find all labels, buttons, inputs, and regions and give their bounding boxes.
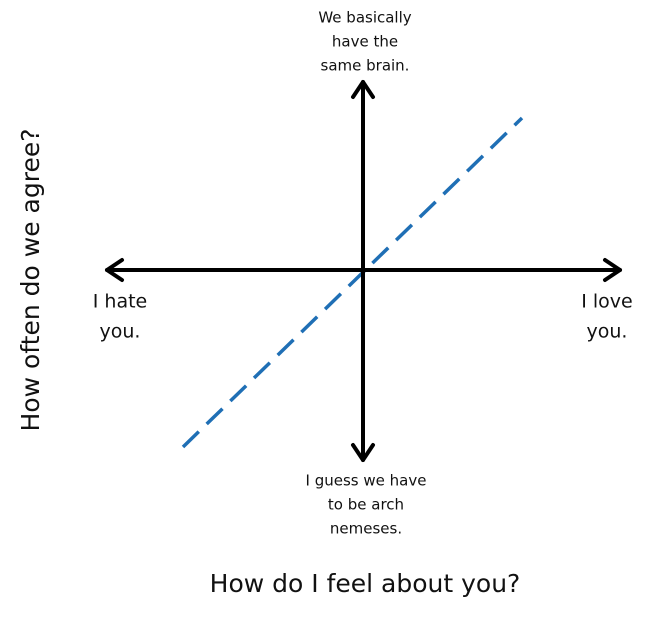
bottom-label: I guess we have to be arch nemeses. xyxy=(306,472,427,538)
label-line: I love xyxy=(581,291,632,313)
label-line: you. xyxy=(100,321,141,343)
right-label: I love you. xyxy=(581,291,632,343)
arrow-left xyxy=(105,258,124,282)
label-line: have the xyxy=(332,33,398,51)
dashed-line xyxy=(181,116,524,449)
top-label: We basically have the same brain. xyxy=(318,9,411,75)
label-line: same brain. xyxy=(321,57,410,75)
x-axis-title: How do I feel about you? xyxy=(210,569,521,598)
arrow-right xyxy=(603,258,622,282)
label-line: to be arch xyxy=(328,496,404,514)
arrow-up xyxy=(351,80,375,99)
label-line: you. xyxy=(587,321,628,343)
label-line: We basically xyxy=(318,9,411,27)
label-line: nemeses. xyxy=(330,520,402,538)
left-label: I hate you. xyxy=(93,291,147,343)
axes xyxy=(105,80,622,462)
label-line: I hate xyxy=(93,291,147,313)
y-axis-title: How often do we agree? xyxy=(16,129,45,432)
label-line: I guess we have xyxy=(306,472,427,490)
arrow-down xyxy=(351,443,375,462)
